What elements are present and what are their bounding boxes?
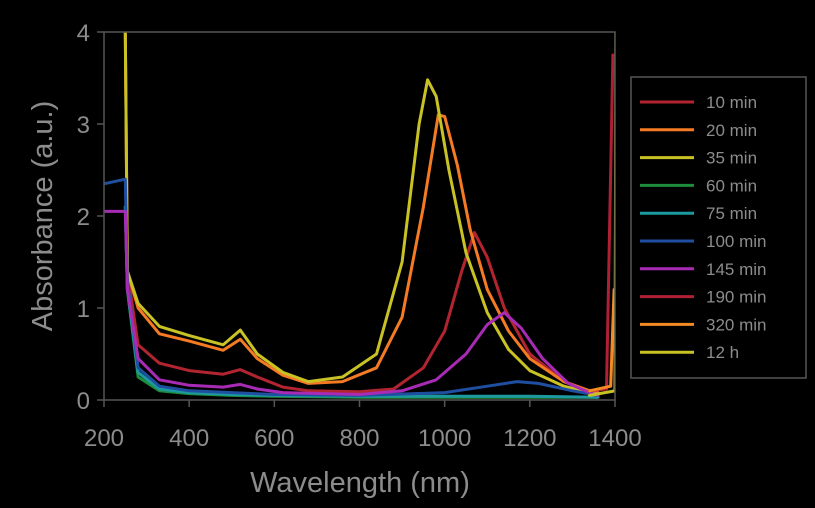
y-axis: 0 1 2 3 4 bbox=[77, 20, 104, 415]
x-tick-label: 400 bbox=[169, 425, 209, 452]
legend-label-35-min: 35 min bbox=[706, 149, 757, 168]
series-line-35-min bbox=[123, 32, 600, 396]
x-axis: 200 400 600 800 1000 1200 1400 bbox=[84, 400, 642, 452]
x-tick-label: 1400 bbox=[588, 425, 641, 452]
legend-label-100-min: 100 min bbox=[706, 232, 766, 251]
series-line-320-min bbox=[588, 288, 615, 393]
series-line-20-min bbox=[123, 32, 600, 395]
y-tick-label: 3 bbox=[77, 112, 90, 139]
x-tick-label: 800 bbox=[339, 425, 379, 452]
legend: 10 min 20 min 35 min 60 min 75 min 100 min 145… bbox=[630, 76, 807, 379]
x-tick-label: 600 bbox=[254, 425, 294, 452]
y-tick-label: 4 bbox=[77, 20, 90, 47]
y-axis-title: Absorbance (a.u.) bbox=[27, 101, 59, 332]
series-line-12-h bbox=[588, 32, 615, 397]
legend-label-190-min: 190 min bbox=[706, 288, 766, 307]
series-line-190-min bbox=[588, 53, 615, 393]
legend-label-320-min: 320 min bbox=[706, 315, 766, 334]
x-tick-label: 1200 bbox=[503, 425, 556, 452]
y-tick-label: 0 bbox=[77, 388, 90, 415]
x-tick-label: 1000 bbox=[418, 425, 471, 452]
legend-label-10-min: 10 min bbox=[706, 93, 757, 112]
legend-label-145-min: 145 min bbox=[706, 260, 766, 279]
plot-frame bbox=[103, 31, 616, 401]
y-tick-label: 1 bbox=[77, 296, 90, 323]
legend-label-75-min: 75 min bbox=[706, 204, 757, 223]
series-layer bbox=[104, 32, 615, 399]
series-line-10-min bbox=[123, 32, 600, 395]
series-line-145-min bbox=[104, 209, 600, 397]
x-axis-title: Wavelength (nm) bbox=[250, 467, 470, 499]
legend-label-12-h: 12 h bbox=[706, 343, 739, 362]
x-tick-label: 200 bbox=[84, 425, 124, 452]
legend-label-60-min: 60 min bbox=[706, 176, 757, 195]
legend-label-20-min: 20 min bbox=[706, 121, 757, 140]
y-tick-label: 2 bbox=[77, 204, 90, 231]
legend-frame bbox=[630, 76, 807, 379]
